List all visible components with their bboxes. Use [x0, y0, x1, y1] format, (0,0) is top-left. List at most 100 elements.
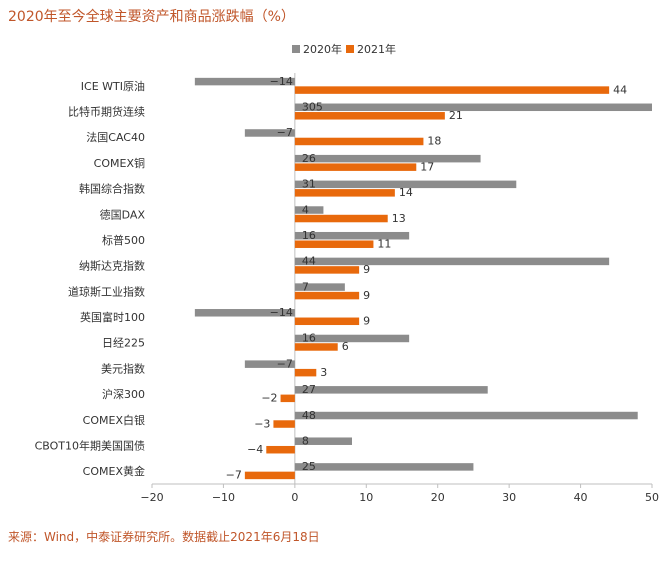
bar-series-2 — [294, 163, 417, 171]
category-label: ICE WTI原油 — [81, 79, 145, 93]
x-tick-label: 40 — [574, 491, 588, 504]
legend-swatch-1 — [292, 45, 300, 53]
bar-series-2 — [294, 137, 424, 146]
bar-series-1 — [294, 437, 352, 445]
bar-series-1 — [294, 411, 638, 420]
bar-series-1 — [194, 77, 295, 86]
bar-series-1 — [294, 334, 410, 343]
category-label: 日经225 — [102, 337, 145, 350]
bar-series-1 — [294, 206, 324, 214]
data-label-series-2: 3 — [320, 366, 327, 379]
x-tick-label: 20 — [431, 491, 445, 504]
x-axis: −20 −10 0 10 20 30 40 50 — [140, 73, 659, 504]
data-label-series-1: −14 — [270, 75, 293, 88]
bar-series-1 — [194, 309, 295, 317]
bar-series-2 — [294, 189, 395, 197]
data-label-series-1: −7 — [277, 357, 293, 370]
bar-series-2 — [266, 445, 295, 454]
data-label-series-2: 6 — [342, 340, 349, 353]
bar-series-1 — [294, 103, 652, 112]
bar-series-2 — [294, 112, 445, 120]
bar-series-2 — [280, 394, 295, 403]
category-label: COMEX铜 — [94, 156, 145, 170]
data-label-series-2: 14 — [399, 186, 413, 199]
bar-series-1 — [294, 463, 474, 471]
bar-series-2 — [294, 240, 374, 248]
data-label-series-1: 31 — [302, 178, 316, 191]
data-label-series-1: 48 — [302, 409, 316, 422]
chart-title: 2020年至今全球主要资产和商品涨跌幅（%） — [8, 9, 295, 25]
category-label: 纳斯达克指数 — [79, 259, 145, 273]
data-label-series-2: 44 — [613, 83, 627, 96]
legend-label-1: 2020年 — [303, 42, 342, 56]
bar-series-2 — [294, 317, 360, 326]
bar-series-2 — [294, 343, 338, 351]
x-tick-label: 0 — [291, 491, 298, 504]
x-tick-label: −20 — [140, 491, 163, 504]
bar-series-2 — [273, 420, 295, 428]
bar-series-1 — [244, 360, 295, 368]
data-labels: −14 44 305 21 −7 18 26 17 31 14 4 13 16 11 44 9 7 9 −14 9 16… — [226, 75, 628, 482]
category-label: 沪深300 — [102, 387, 145, 401]
bar-series-1 — [294, 257, 610, 266]
category-label: 法国CAC40 — [86, 130, 145, 144]
legend-swatch-2 — [346, 45, 354, 53]
data-label-series-2: 21 — [449, 109, 463, 122]
data-label-series-1: 8 — [302, 434, 309, 447]
data-label-series-1: 4 — [302, 203, 309, 216]
data-label-series-2: 11 — [377, 237, 391, 250]
data-label-series-2: −4 — [247, 443, 263, 456]
data-label-series-1: 16 — [302, 332, 316, 345]
bar-series-1 — [294, 180, 517, 189]
category-label: COMEX黄金 — [83, 464, 145, 478]
bar-series-2 — [294, 214, 388, 223]
category-label: 德国DAX — [100, 207, 146, 221]
data-label-series-1: 16 — [302, 229, 316, 242]
legend: 2020年 2021年 — [292, 42, 396, 56]
bar-series-1 — [244, 129, 295, 137]
bar-series-1 — [294, 283, 345, 291]
bar-series-2 — [294, 86, 610, 94]
data-label-series-1: −7 — [277, 126, 293, 139]
category-label: 韩国综合指数 — [79, 182, 145, 196]
x-tick-label: −10 — [212, 491, 235, 504]
category-label: COMEX白银 — [83, 413, 145, 427]
bar-series-1 — [294, 231, 410, 240]
category-label: 比特币期货连续 — [68, 105, 145, 119]
data-label-series-1: 26 — [302, 152, 316, 165]
data-label-series-2: 9 — [363, 263, 370, 276]
data-label-series-1: 305 — [302, 101, 323, 114]
data-label-series-2: 9 — [363, 289, 370, 302]
bar-series-1 — [294, 154, 481, 163]
bar-series-2 — [244, 471, 295, 480]
bar-series-2 — [294, 291, 360, 300]
bars — [194, 77, 652, 480]
data-label-series-1: 27 — [302, 383, 316, 396]
bar-series-2 — [294, 368, 317, 377]
category-label: 美元指数 — [101, 361, 145, 375]
x-tick-label: 30 — [502, 491, 516, 504]
data-label-series-2: 18 — [427, 135, 441, 148]
bar-series-1 — [294, 386, 488, 394]
legend-label-2: 2021年 — [357, 42, 396, 56]
x-tick-label: 10 — [359, 491, 373, 504]
bar-series-2 — [294, 266, 360, 274]
data-label-series-2: −3 — [254, 417, 270, 430]
category-label: CBOT10年期美国国债 — [35, 438, 145, 452]
data-label-series-1: 7 — [302, 280, 309, 293]
data-label-series-2: 9 — [363, 315, 370, 328]
data-label-series-1: 25 — [302, 460, 316, 473]
data-label-series-1: 44 — [302, 255, 316, 268]
data-label-series-2: −2 — [261, 392, 277, 405]
data-label-series-2: −7 — [226, 469, 242, 482]
data-label-series-2: 13 — [392, 212, 406, 225]
category-label: 标普500 — [102, 233, 145, 247]
data-label-series-2: 17 — [420, 160, 434, 173]
x-tick-label: 50 — [645, 491, 659, 504]
chart-source: 来源：Wind，中泰证券研究所。数据截止2021年6月18日 — [8, 530, 320, 544]
category-label: 英国富时100 — [80, 310, 145, 324]
data-label-series-1: −14 — [270, 306, 293, 319]
category-label: 道琼斯工业指数 — [68, 284, 145, 298]
